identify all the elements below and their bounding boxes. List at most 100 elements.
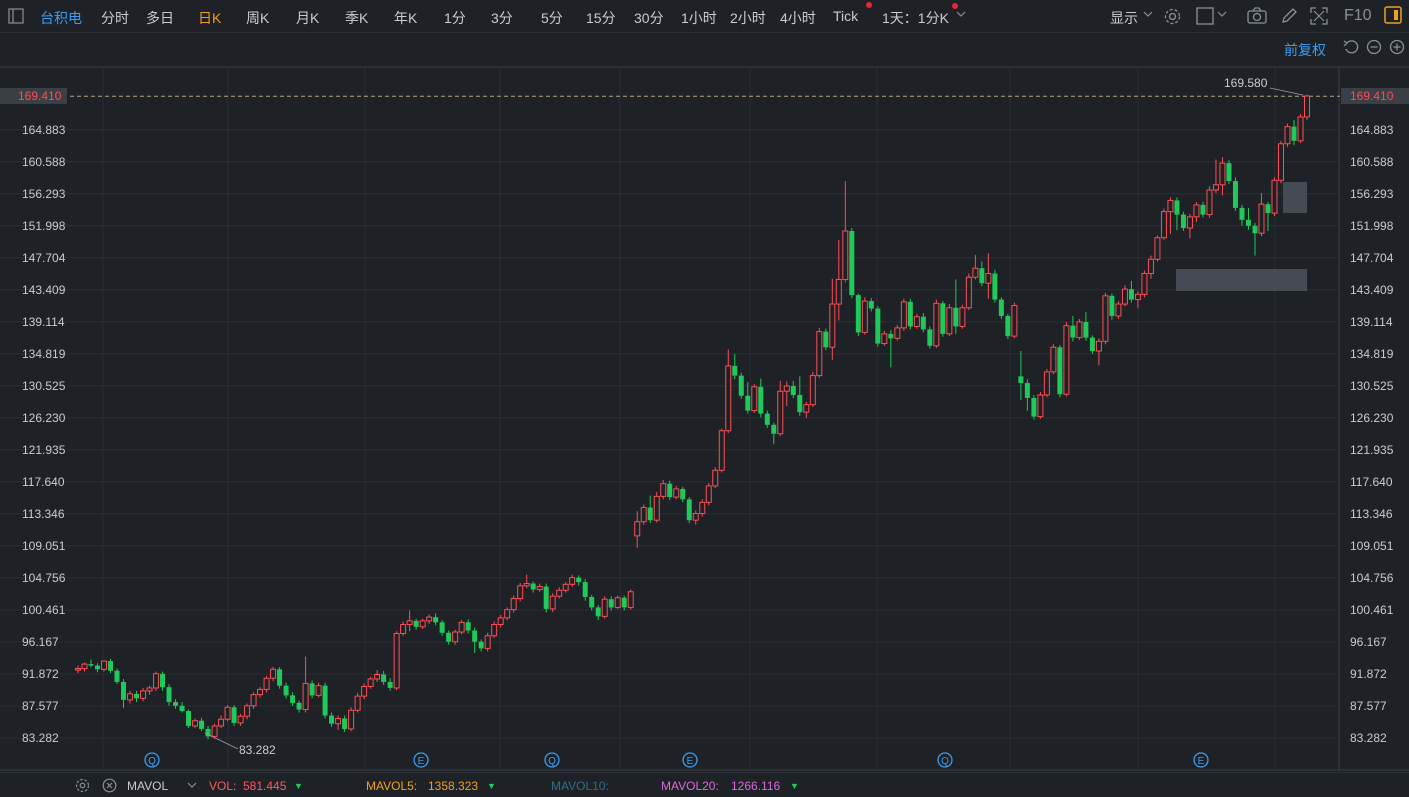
tab-8[interactable]: 3分 (491, 10, 513, 26)
candle (153, 671, 160, 691)
candle (718, 428, 725, 473)
candle (601, 596, 608, 619)
chevron-down-icon[interactable] (1143, 11, 1153, 19)
candle (367, 676, 374, 689)
quarterly-report-marker[interactable]: Q (937, 752, 953, 768)
y-tick-label: 143.409 (22, 282, 66, 297)
price-gap-zone (1176, 269, 1307, 291)
candle (290, 692, 296, 706)
color-box-icon[interactable] (1196, 7, 1214, 25)
candle (166, 684, 172, 706)
candle (114, 668, 120, 685)
tab-11[interactable]: 30分 (634, 10, 664, 26)
close-icon[interactable] (102, 778, 117, 793)
candle (888, 330, 894, 368)
quarterly-report-marker[interactable]: Q (144, 752, 160, 768)
candle (920, 312, 926, 333)
indicator-name[interactable]: MAVOL (127, 779, 169, 793)
candle (1043, 368, 1050, 398)
tab-9[interactable]: 5分 (541, 10, 563, 26)
candle (732, 353, 738, 380)
interval-select[interactable]: 1天：1分K (882, 10, 949, 26)
tab-12[interactable]: 1小时 (681, 10, 717, 26)
candle (510, 595, 517, 613)
candle (614, 595, 621, 609)
candle (543, 583, 549, 613)
settings-gear-icon[interactable] (1163, 7, 1182, 26)
high-pointer (1269, 87, 1304, 96)
candle (517, 582, 524, 602)
tab-13[interactable]: 2小时 (730, 10, 766, 26)
panel-toggle-icon[interactable] (1384, 6, 1402, 24)
quarterly-report-marker[interactable]: Q (544, 752, 560, 768)
fullscreen-icon[interactable] (1310, 7, 1328, 25)
candle (400, 621, 407, 636)
candle (647, 495, 653, 524)
zoom-in-icon[interactable] (1389, 39, 1405, 55)
candle (465, 619, 471, 634)
earnings-marker[interactable]: E (413, 752, 429, 768)
tab-5[interactable]: 季K (345, 10, 369, 26)
candle (433, 613, 439, 626)
settings-gear-icon[interactable] (75, 778, 90, 793)
stock-name[interactable]: 台积电 (40, 10, 82, 26)
candle (1219, 157, 1226, 196)
candle (576, 575, 582, 586)
candle (361, 683, 368, 700)
candle (439, 620, 445, 636)
tab-3[interactable]: 周K (246, 10, 270, 26)
display-menu[interactable]: 显示 (1110, 10, 1138, 26)
candle (478, 639, 484, 652)
candle (569, 574, 576, 587)
candle (1206, 186, 1213, 218)
mavol5-label: MAVOL5: (366, 779, 418, 793)
candle (589, 594, 595, 611)
tab-14[interactable]: 4小时 (780, 10, 816, 26)
pencil-icon[interactable] (1280, 7, 1298, 25)
candle (329, 712, 335, 727)
chevron-down-icon[interactable] (1217, 11, 1227, 19)
reset-icon[interactable] (1343, 40, 1359, 56)
marker-letter: E (687, 756, 694, 767)
camera-icon[interactable] (1247, 7, 1267, 25)
sidebar-toggle-icon[interactable] (8, 8, 24, 24)
candle (108, 658, 114, 674)
candle (783, 381, 790, 407)
low-price-label: 83.282 (239, 743, 276, 757)
candle (608, 596, 614, 611)
interval-notice-dot (952, 3, 958, 9)
chevron-down-icon[interactable] (956, 11, 966, 19)
earnings-marker[interactable]: E (1193, 752, 1209, 768)
f10-button[interactable]: F10 (1344, 7, 1372, 24)
y-tick-label: 139.114 (1350, 314, 1393, 329)
candle (179, 702, 185, 713)
tab-10[interactable]: 15分 (586, 10, 616, 26)
tab-7[interactable]: 1分 (444, 10, 466, 26)
down-arrow-icon: ▼ (487, 781, 496, 791)
candle (673, 485, 680, 500)
candle (1076, 318, 1083, 340)
zoom-out-icon[interactable] (1366, 39, 1382, 55)
candle (1005, 313, 1011, 340)
candle (809, 371, 816, 407)
candle (1252, 222, 1258, 256)
tab-2[interactable]: 日K (198, 10, 222, 26)
candle (933, 299, 940, 349)
tab-15[interactable]: Tick (833, 8, 859, 24)
candle (218, 715, 225, 729)
candle (959, 304, 966, 329)
earnings-marker[interactable]: E (682, 752, 698, 768)
tab-6[interactable]: 年K (394, 10, 418, 26)
tab-1[interactable]: 多日 (146, 10, 174, 26)
mavol20-label: MAVOL20: (661, 779, 719, 793)
candle (348, 707, 355, 732)
tab-0[interactable]: 分时 (101, 10, 129, 26)
candle (1245, 207, 1251, 230)
marker-letter: Q (148, 756, 156, 767)
tab-4[interactable]: 月K (296, 10, 320, 26)
chevron-down-icon[interactable] (187, 782, 197, 789)
adjust-mode-button[interactable]: 前复权 (1284, 42, 1326, 58)
candle (835, 239, 842, 321)
marker-letter: E (418, 756, 425, 767)
